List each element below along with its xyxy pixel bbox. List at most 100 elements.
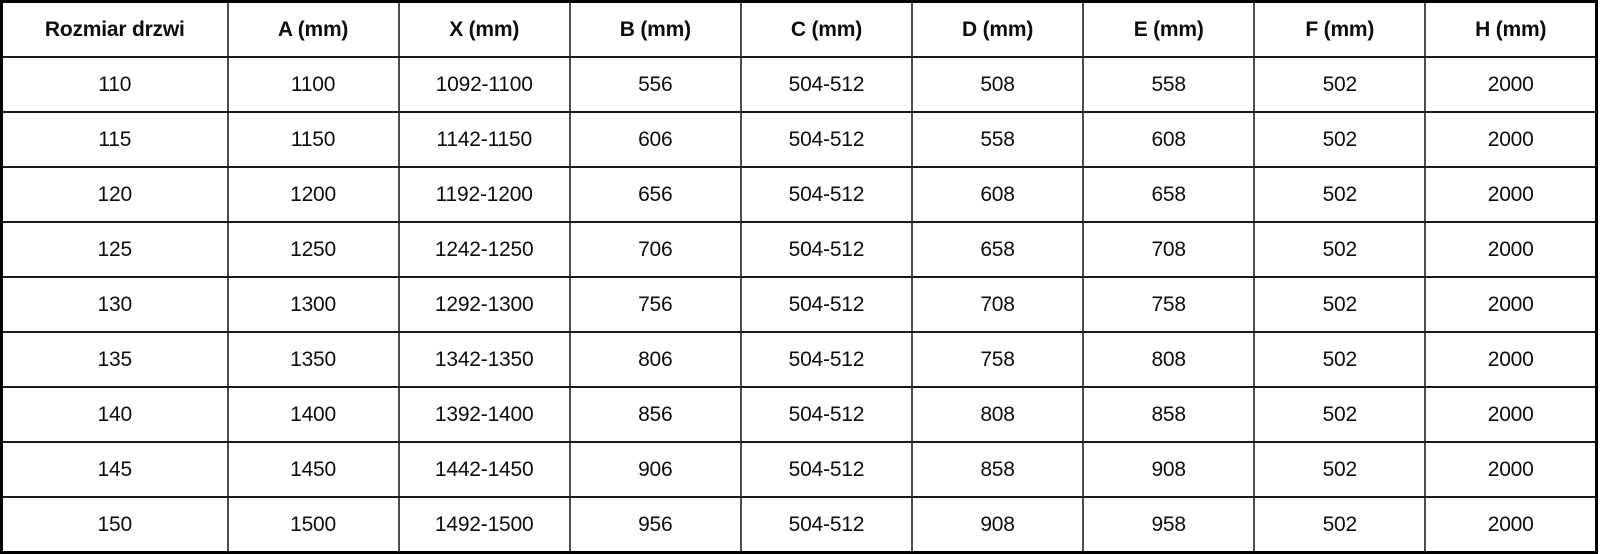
table-cell: 708 [1082,221,1256,278]
column-header-c: C (mm) [739,0,914,58]
table-cell: 808 [910,386,1085,443]
column-header-h: H (mm) [1424,0,1599,58]
table-cell: 806 [568,331,742,388]
table-cell: 858 [910,441,1085,498]
table-cell: 2000 [1424,111,1599,168]
table-cell: 608 [910,166,1085,223]
table-cell: 758 [910,331,1085,388]
column-header-a: A (mm) [226,0,400,58]
table-cell: 656 [568,166,742,223]
table-cell: 508 [910,56,1085,113]
table-cell: 504-512 [739,166,914,223]
table-row-120: 120 1200 1192-1200 656 504-512 608 658 502 2000 [0,166,1599,223]
table-cell: 1150 [226,111,400,168]
table-cell: 502 [1253,441,1427,498]
table-cell: 858 [1082,386,1256,443]
table-cell: 1350 [226,331,400,388]
table-cell: 502 [1253,496,1427,554]
table-cell: 1442-1450 [397,441,571,498]
table-cell: 502 [1253,56,1427,113]
table-row-110: 110 1100 1092-1100 556 504-512 508 558 502 2000 [0,56,1599,113]
table-cell: 140 [0,386,229,443]
table-cell: 1192-1200 [397,166,571,223]
column-header-f: F (mm) [1253,0,1427,58]
table-cell: 115 [0,111,229,168]
table-cell: 504-512 [739,56,914,113]
table-cell: 502 [1253,331,1427,388]
table-cell: 1492-1500 [397,496,571,554]
table-cell: 2000 [1424,496,1599,554]
table-cell: 504-512 [739,386,914,443]
table-row-115: 115 1150 1142-1150 606 504-512 558 608 502 2000 [0,111,1599,168]
table-cell: 756 [568,276,742,333]
table-cell: 1142-1150 [397,111,571,168]
table-cell: 1392-1400 [397,386,571,443]
table-cell: 1342-1350 [397,331,571,388]
table-cell: 504-512 [739,496,914,554]
table-cell: 1200 [226,166,400,223]
table-cell: 502 [1253,386,1427,443]
table-cell: 110 [0,56,229,113]
table-cell: 906 [568,441,742,498]
table-cell: 502 [1253,166,1427,223]
table-body: 110 1100 1092-1100 556 504-512 508 558 502 2000 1… [0,56,1599,554]
table-row-150: 150 1500 1492-1500 956 504-512 908 958 502 2000 [0,496,1599,554]
table-cell: 504-512 [739,331,914,388]
table-cell: 502 [1253,111,1427,168]
table-cell: 145 [0,441,229,498]
table-cell: 502 [1253,276,1427,333]
table-cell: 1250 [226,221,400,278]
table-cell: 658 [1082,166,1256,223]
table-cell: 504-512 [739,441,914,498]
table-cell: 1450 [226,441,400,498]
table-header-row: Rozmiar drzwi A (mm) X (mm) B (mm) C (mm) D (… [0,0,1599,58]
table-cell: 908 [1082,441,1256,498]
table-cell: 706 [568,221,742,278]
table-row-145: 145 1450 1442-1450 906 504-512 858 908 502 2000 [0,441,1599,498]
table-cell: 2000 [1424,441,1599,498]
table-cell: 708 [910,276,1085,333]
table-cell: 908 [910,496,1085,554]
table-cell: 2000 [1424,331,1599,388]
table-cell: 606 [568,111,742,168]
table-cell: 2000 [1424,276,1599,333]
table-cell: 1100 [226,56,400,113]
table-cell: 2000 [1424,221,1599,278]
table-row-135: 135 1350 1342-1350 806 504-512 758 808 502 2000 [0,331,1599,388]
table-row-130: 130 1300 1292-1300 756 504-512 708 758 502 2000 [0,276,1599,333]
table-cell: 758 [1082,276,1256,333]
table-cell: 1092-1100 [397,56,571,113]
column-header-x: X (mm) [397,0,571,58]
column-header-rozmiar-drzwi: Rozmiar drzwi [0,0,229,58]
table-cell: 558 [910,111,1085,168]
table-header: Rozmiar drzwi A (mm) X (mm) B (mm) C (mm) D (… [0,0,1599,58]
table-cell: 1400 [226,386,400,443]
table-cell: 608 [1082,111,1256,168]
table-cell: 504-512 [739,221,914,278]
column-header-e: E (mm) [1082,0,1256,58]
table-row-125: 125 1250 1242-1250 706 504-512 658 708 502 2000 [0,221,1599,278]
table-cell: 808 [1082,331,1256,388]
table-cell: 1292-1300 [397,276,571,333]
table-cell: 556 [568,56,742,113]
table-cell: 135 [0,331,229,388]
table-cell: 856 [568,386,742,443]
table-cell: 130 [0,276,229,333]
table-cell: 150 [0,496,229,554]
table-row-140: 140 1400 1392-1400 856 504-512 808 858 502 2000 [0,386,1599,443]
table-cell: 504-512 [739,111,914,168]
table-cell: 658 [910,221,1085,278]
table-cell: 120 [0,166,229,223]
table-cell: 1242-1250 [397,221,571,278]
table-cell: 958 [1082,496,1256,554]
table-cell: 1300 [226,276,400,333]
table-cell: 2000 [1424,56,1599,113]
column-header-d: D (mm) [910,0,1085,58]
table-cell: 558 [1082,56,1256,113]
table-cell: 2000 [1424,386,1599,443]
table-cell: 1500 [226,496,400,554]
column-header-b: B (mm) [568,0,742,58]
table-cell: 125 [0,221,229,278]
table-cell: 502 [1253,221,1427,278]
